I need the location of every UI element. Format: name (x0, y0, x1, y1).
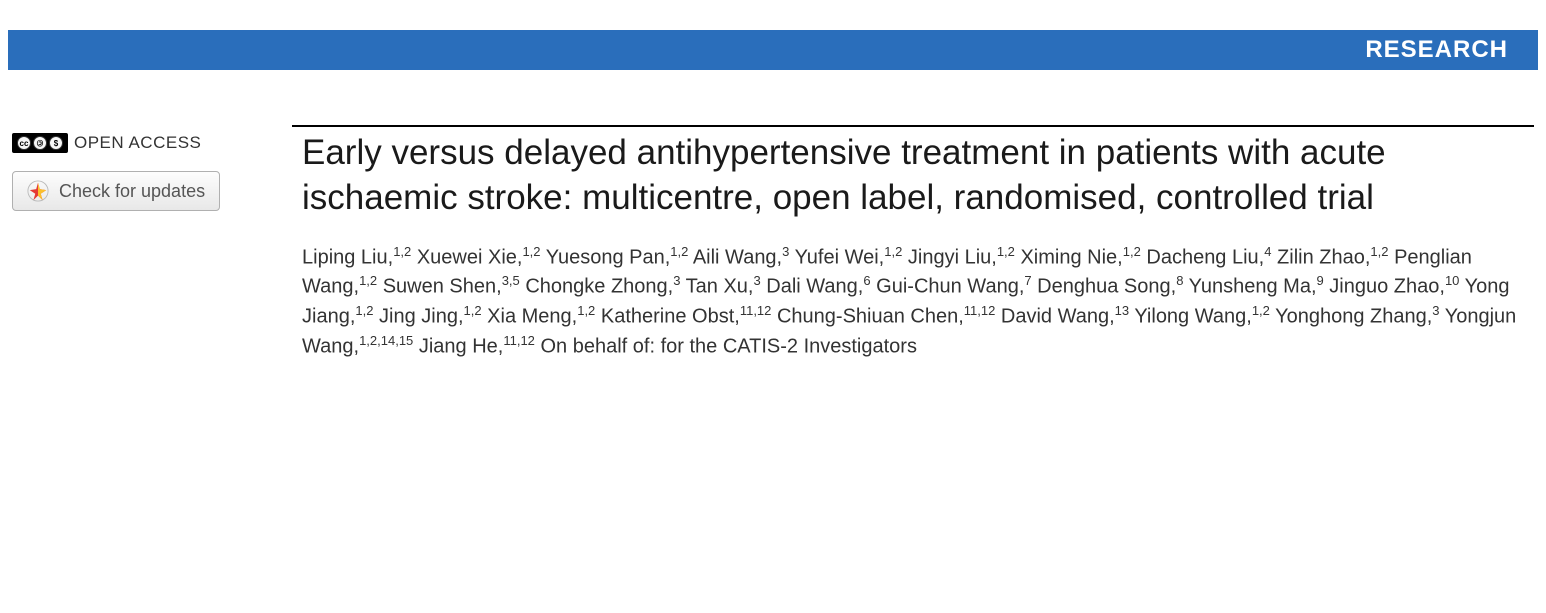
author-affiliation: 7 (1024, 273, 1031, 288)
article-column: Early versus delayed antihypertensive tr… (292, 125, 1534, 361)
cc-license-badge: cc 🄯 $ (12, 133, 68, 153)
author-name: Xuewei Xie, (417, 246, 523, 268)
author-affiliation: 1,2 (1123, 244, 1141, 259)
content-area: cc 🄯 $ OPEN ACCESS Check for updates Ear… (0, 125, 1546, 361)
author-name: Xia Meng, (487, 306, 577, 328)
author-affiliation: 4 (1264, 244, 1271, 259)
research-banner: RESEARCH (8, 30, 1538, 70)
author-name: Jinguo Zhao, (1329, 276, 1445, 298)
author-affiliation: 3 (782, 244, 789, 259)
author-name: Dacheng Liu, (1146, 246, 1264, 268)
author-affiliation: 1,2 (464, 303, 482, 318)
author-affiliation: 1,2 (1370, 244, 1388, 259)
author-affiliation: 9 (1317, 273, 1324, 288)
author-name: Jing Jing, (379, 306, 464, 328)
author-affiliation: 3 (753, 273, 760, 288)
open-access-label: OPEN ACCESS (74, 133, 201, 153)
author-affiliation: 1,2 (359, 273, 377, 288)
author-affiliation: 11,12 (503, 333, 535, 348)
article-title: Early versus delayed antihypertensive tr… (302, 131, 1534, 221)
author-name: Yufei Wei, (795, 246, 885, 268)
author-affiliation: 13 (1115, 303, 1129, 318)
banner-label: RESEARCH (1365, 36, 1508, 63)
author-name: Gui-Chun Wang, (876, 276, 1024, 298)
author-affiliation: 11,12 (740, 303, 772, 318)
author-name: Aili Wang, (693, 246, 782, 268)
open-access-row: cc 🄯 $ OPEN ACCESS (12, 133, 292, 153)
author-name: Yuesong Pan, (546, 246, 671, 268)
left-column: cc 🄯 $ OPEN ACCESS Check for updates (12, 125, 292, 361)
author-name: Tan Xu, (686, 276, 754, 298)
on-behalf-text: On behalf of: for the CATIS-2 Investigat… (540, 335, 916, 357)
author-name: Yilong Wang, (1134, 306, 1251, 328)
check-updates-label: Check for updates (59, 181, 205, 202)
author-affiliation: 1,2 (393, 244, 411, 259)
author-list: Liping Liu,1,2 Xuewei Xie,1,2 Yuesong Pa… (302, 243, 1534, 362)
cc-icon: cc (17, 136, 31, 150)
author-affiliation: 1,2 (355, 303, 373, 318)
author-name: Liping Liu, (302, 246, 393, 268)
nc-icon: $ (49, 136, 63, 150)
author-name: Suwen Shen, (383, 276, 502, 298)
check-updates-button[interactable]: Check for updates (12, 171, 220, 211)
author-affiliation: 1,2 (522, 244, 540, 259)
author-affiliation: 1,2 (997, 244, 1015, 259)
author-name: Katherine Obst, (601, 306, 740, 328)
author-name: Yunsheng Ma, (1189, 276, 1317, 298)
author-name: Chung-Shiuan Chen, (777, 306, 964, 328)
author-affiliation: 3 (673, 273, 680, 288)
author-name: Jiang He, (419, 335, 504, 357)
author-name: Denghua Song, (1037, 276, 1176, 298)
author-name: Jingyi Liu, (908, 246, 997, 268)
author-name: David Wang, (1001, 306, 1115, 328)
author-name: Dali Wang, (766, 276, 863, 298)
by-icon: 🄯 (33, 136, 47, 150)
author-name: Ximing Nie, (1020, 246, 1122, 268)
author-affiliation: 11,12 (964, 303, 996, 318)
author-affiliation: 1,2 (670, 244, 688, 259)
author-affiliation: 8 (1176, 273, 1183, 288)
author-affiliation: 3,5 (502, 273, 520, 288)
author-affiliation: 1,2 (577, 303, 595, 318)
author-affiliation: 1,2 (1252, 303, 1270, 318)
crossmark-icon (27, 180, 49, 202)
author-affiliation: 6 (863, 273, 870, 288)
author-name: Zilin Zhao, (1277, 246, 1370, 268)
author-affiliation: 3 (1432, 303, 1439, 318)
author-affiliation: 1,2 (884, 244, 902, 259)
author-affiliation: 1,2,14,15 (359, 333, 413, 348)
author-affiliation: 10 (1445, 273, 1459, 288)
author-name: Chongke Zhong, (525, 276, 673, 298)
author-name: Yonghong Zhang, (1275, 306, 1432, 328)
